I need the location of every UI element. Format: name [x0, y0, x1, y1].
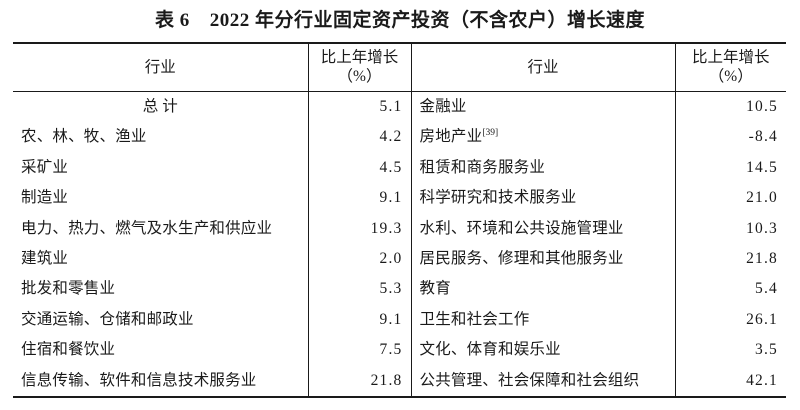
cell-industry-left: 信息传输、软件和信息技术服务业 — [13, 365, 309, 399]
table-row: 农、林、牧、渔业 4.2 房地产业[39] -8.4 — [13, 122, 786, 153]
cell-growth-right: 5.4 — [755, 280, 778, 298]
cell-industry-left: 住宿和餐饮业 — [13, 335, 309, 366]
cell-industry-right: 文化、体育和娱乐业 — [411, 335, 676, 366]
cell-industry-right: 教育 — [411, 274, 676, 305]
cell-growth-left: 19.3 — [308, 213, 412, 245]
industry-right-name: 科学研究和技术服务业 — [419, 189, 577, 207]
industry-right-name: 教育 — [419, 280, 451, 298]
cell-growth-left: 5.3 — [308, 274, 412, 305]
cell-industry-right: 居民服务、修理和其他服务业 — [411, 244, 676, 275]
cell-growth-right: 3.5 — [755, 341, 778, 359]
cell-industry-right: 金融业 — [411, 91, 676, 123]
cell-industry-right: 租赁和商务服务业 — [411, 152, 676, 184]
statistics-table: 行业 比上年增长 （%） 行业 比上年增长 （%） 总计 5.1 金融业 10.5 农、… — [13, 42, 786, 399]
cell-industry-right: 公共管理、社会保障和社会组织 — [411, 365, 676, 399]
industry-right-name: 文化、体育和娱乐业 — [419, 341, 561, 359]
table-row: 信息传输、软件和信息技术服务业 21.8 公共管理、社会保障和社会组织 42.1 — [13, 365, 786, 399]
industry-right-name: 公共管理、社会保障和社会组织 — [419, 371, 640, 389]
table-row: 制造业 9.1 科学研究和技术服务业 21.0 — [13, 183, 786, 214]
page-title: 表 6 2022 年分行业固定资产投资（不含农户）增长速度 — [0, 8, 800, 34]
table-row: 电力、热力、燃气及水生产和供应业 19.3 水利、环境和公共设施管理业 10.3 — [13, 213, 786, 245]
column-header-growth-left-line1: 比上年增长 — [320, 49, 399, 66]
cell-growth-left: 9.1 — [308, 304, 412, 336]
cell-growth-left: 4.5 — [308, 152, 412, 184]
cell-growth-right: -8.4 — [748, 128, 778, 146]
cell-growth-right: 21.8 — [746, 250, 778, 268]
cell-growth-right: 10.3 — [746, 219, 778, 237]
column-header-growth-right-line2: （%） — [708, 68, 753, 85]
table-number: 表 6 — [154, 10, 190, 31]
industry-right-name: 卫生和社会工作 — [419, 310, 530, 328]
cell-industry-right: 水利、环境和公共设施管理业 — [411, 213, 676, 245]
industry-right-name: 租赁和商务服务业 — [419, 158, 546, 176]
cell-industry-right: 房地产业[39] — [411, 122, 676, 153]
cell-industry-left: 制造业 — [13, 183, 309, 214]
cell-industry-left: 总计 — [13, 91, 309, 123]
cell-industry-right: 卫生和社会工作 — [411, 304, 676, 336]
cell-industry-left: 采矿业 — [13, 152, 309, 184]
industry-right-name: 居民服务、修理和其他服务业 — [419, 250, 624, 268]
table-row: 总计 5.1 金融业 10.5 — [13, 91, 786, 123]
column-header-industry-right: 行业 — [411, 42, 676, 92]
cell-growth-left: 4.2 — [308, 122, 412, 153]
cell-growth-right: 14.5 — [746, 158, 778, 176]
cell-industry-left: 农、林、牧、渔业 — [13, 122, 309, 153]
cell-growth-left: 9.1 — [308, 183, 412, 214]
cell-growth-left: 7.5 — [308, 335, 412, 366]
cell-growth-left: 2.0 — [308, 244, 412, 275]
industry-right-name: 房地产业 — [419, 128, 483, 146]
cell-industry-left: 交通运输、仓储和邮政业 — [13, 304, 309, 336]
cell-industry-left: 建筑业 — [13, 244, 309, 275]
statistics-table-container: 行业 比上年增长 （%） 行业 比上年增长 （%） 总计 5.1 金融业 10.5 农、… — [13, 42, 786, 399]
table-body: 总计 5.1 金融业 10.5 农、林、牧、渔业 4.2 房地产业[39] -8.4 采矿业 4.… — [13, 91, 786, 399]
column-header-growth-right-line1: 比上年增长 — [691, 49, 770, 66]
cell-industry-left: 批发和零售业 — [13, 274, 309, 305]
industry-right-name: 金融业 — [419, 98, 467, 115]
cell-growth-right: 10.5 — [746, 98, 778, 115]
cell-industry-left: 电力、热力、燃气及水生产和供应业 — [13, 213, 309, 245]
cell-growth-left: 5.1 — [308, 91, 412, 123]
table-header-row: 行业 比上年增长 （%） 行业 比上年增长 （%） — [13, 42, 786, 92]
cell-growth-right: 21.0 — [746, 189, 778, 207]
industry-right-name: 水利、环境和公共设施管理业 — [419, 219, 624, 237]
cell-growth-left: 21.8 — [308, 365, 412, 399]
table-row: 建筑业 2.0 居民服务、修理和其他服务业 21.8 — [13, 244, 786, 275]
column-header-growth-left-line2: （%） — [337, 68, 382, 85]
table-row: 住宿和餐饮业 7.5 文化、体育和娱乐业 3.5 — [13, 335, 786, 366]
table-header: 行业 比上年增长 （%） 行业 比上年增长 （%） — [13, 42, 786, 92]
cell-growth-right: 26.1 — [746, 310, 778, 328]
cell-industry-right: 科学研究和技术服务业 — [411, 183, 676, 214]
column-header-growth-left: 比上年增长 （%） — [308, 42, 412, 92]
table-row: 采矿业 4.5 租赁和商务服务业 14.5 — [13, 152, 786, 184]
footnote-reference: [39] — [482, 128, 499, 139]
column-header-industry-left: 行业 — [13, 42, 309, 92]
table-row: 交通运输、仓储和邮政业 9.1 卫生和社会工作 26.1 — [13, 304, 786, 336]
column-header-growth-right: 比上年增长 （%） — [675, 42, 786, 92]
cell-growth-right: 42.1 — [675, 365, 786, 399]
table-title-text: 2022 年分行业固定资产投资（不含农户）增长速度 — [209, 10, 646, 31]
table-row: 批发和零售业 5.3 教育 5.4 — [13, 274, 786, 305]
